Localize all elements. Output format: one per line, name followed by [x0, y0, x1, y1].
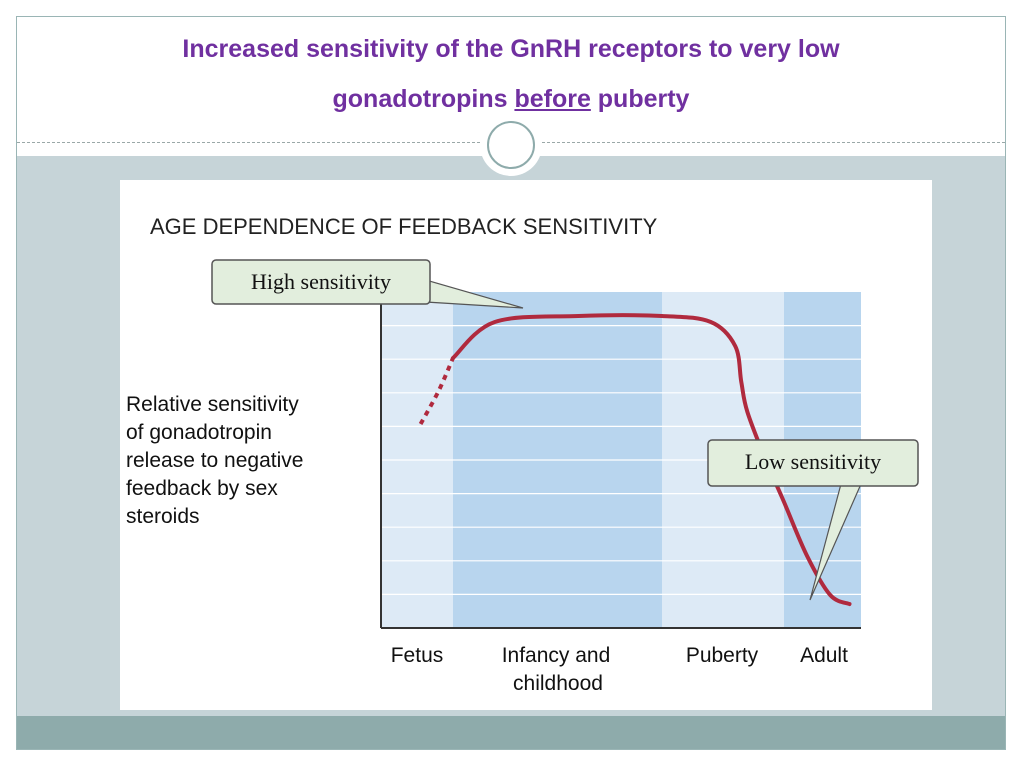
sensitivity-curve: [451, 313, 852, 606]
slide-title-line2: gonadotropins before puberty: [17, 85, 1005, 114]
low-sensitivity-callout: [707, 439, 919, 487]
low-sensitivity-label: Low sensitivity: [745, 449, 881, 474]
title-prefix: gonadotropins: [332, 85, 515, 113]
feedback-sensitivity-chart: AGE DEPENDENCE OF FEEDBACK SENSITIVITY H…: [120, 180, 932, 710]
x-label-fetus: Fetus: [391, 644, 444, 667]
figure-panel: AGE DEPENDENCE OF FEEDBACK SENSITIVITY H…: [120, 180, 932, 710]
high-sensitivity-label: High sensitivity: [251, 269, 391, 294]
y-label-line: of gonadotropin: [126, 421, 272, 444]
title-suffix: puberty: [590, 85, 690, 113]
x-label-infancy-line2: childhood: [513, 672, 603, 695]
y-label-line: feedback by sex: [126, 477, 278, 500]
slide-title-line1: Increased sensitivity of the GnRH recept…: [182, 35, 840, 63]
divider-ornament-inner: [487, 121, 535, 169]
x-label-adult: Adult: [800, 644, 848, 667]
footer-bar: [17, 716, 1005, 749]
x-label-puberty: Puberty: [686, 644, 759, 667]
y-label-line: Relative sensitivity: [126, 393, 299, 416]
figure-title: AGE DEPENDENCE OF FEEDBACK SENSITIVITY: [150, 214, 658, 239]
title-underlined-word: before: [514, 85, 591, 113]
x-label-infancy-line1: Infancy and: [502, 644, 611, 667]
y-label-line: steroids: [126, 505, 200, 528]
y-label-line: release to negative: [126, 449, 303, 472]
high-sensitivity-callout: [211, 259, 431, 305]
